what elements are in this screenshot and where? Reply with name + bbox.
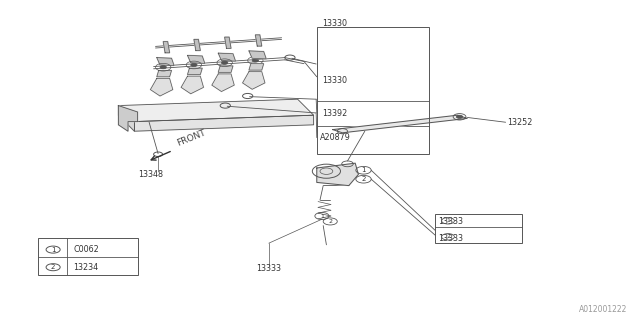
Polygon shape bbox=[243, 72, 265, 89]
Circle shape bbox=[456, 115, 463, 118]
Text: 13330: 13330 bbox=[322, 19, 347, 28]
Circle shape bbox=[160, 66, 166, 69]
Bar bbox=[317, 27, 429, 154]
Polygon shape bbox=[150, 78, 173, 96]
Text: 13348: 13348 bbox=[138, 170, 163, 179]
Polygon shape bbox=[249, 64, 264, 70]
Bar bbox=[38, 238, 138, 275]
Text: A012001222: A012001222 bbox=[579, 305, 627, 314]
Polygon shape bbox=[157, 58, 174, 66]
Polygon shape bbox=[188, 68, 202, 75]
Text: FRONT: FRONT bbox=[176, 128, 207, 148]
Circle shape bbox=[252, 59, 259, 62]
Polygon shape bbox=[181, 76, 204, 94]
Polygon shape bbox=[188, 55, 205, 63]
Polygon shape bbox=[218, 66, 233, 72]
Text: 1: 1 bbox=[320, 213, 324, 219]
Polygon shape bbox=[317, 163, 358, 186]
Circle shape bbox=[221, 61, 228, 64]
Text: 1: 1 bbox=[51, 247, 56, 252]
Text: 1: 1 bbox=[361, 167, 366, 173]
Circle shape bbox=[191, 63, 197, 67]
Text: 1: 1 bbox=[446, 218, 450, 223]
Polygon shape bbox=[218, 53, 236, 61]
Text: 2: 2 bbox=[362, 176, 365, 182]
Polygon shape bbox=[255, 35, 262, 46]
Text: 13333: 13333 bbox=[256, 264, 282, 273]
Polygon shape bbox=[134, 115, 314, 131]
Text: 13333: 13333 bbox=[438, 234, 463, 243]
Text: 13234: 13234 bbox=[74, 263, 99, 272]
Text: 2: 2 bbox=[328, 219, 332, 224]
Text: 13330: 13330 bbox=[322, 76, 347, 84]
Polygon shape bbox=[163, 42, 170, 53]
Text: 13392: 13392 bbox=[322, 109, 347, 118]
Bar bbox=[435, 214, 522, 243]
Polygon shape bbox=[118, 106, 138, 131]
Text: C0062: C0062 bbox=[74, 245, 99, 254]
Text: 2: 2 bbox=[51, 264, 55, 270]
Polygon shape bbox=[249, 51, 266, 59]
Polygon shape bbox=[194, 39, 200, 51]
Polygon shape bbox=[212, 74, 234, 92]
Text: 2: 2 bbox=[446, 234, 450, 239]
Polygon shape bbox=[157, 70, 172, 77]
Polygon shape bbox=[118, 106, 134, 131]
Polygon shape bbox=[333, 115, 467, 133]
Text: A20879: A20879 bbox=[320, 133, 351, 142]
Text: 13333: 13333 bbox=[438, 217, 463, 226]
Polygon shape bbox=[118, 99, 314, 122]
Text: 13252: 13252 bbox=[508, 118, 533, 127]
Polygon shape bbox=[225, 37, 231, 48]
